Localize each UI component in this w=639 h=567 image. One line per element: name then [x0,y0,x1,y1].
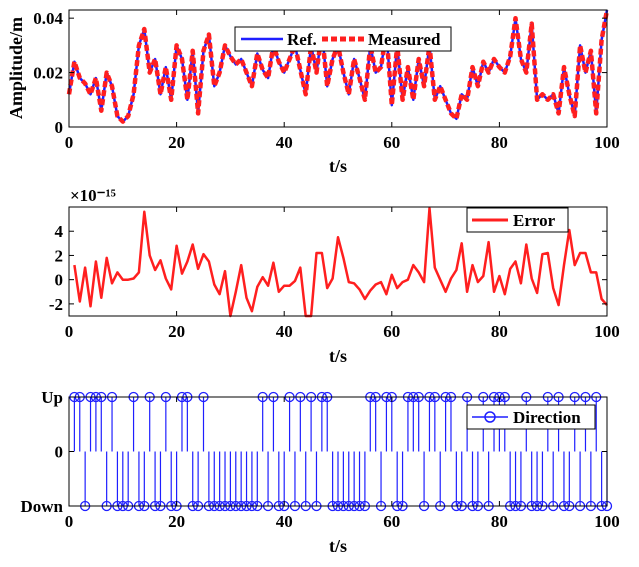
legend-direction-label: Direction [513,408,581,427]
x-tick-label: 60 [383,512,400,531]
y-tick-label: Down [20,497,63,516]
x-tick-label: 20 [168,512,185,531]
x-tick-label: 40 [276,133,293,152]
x-tick-label: 80 [491,512,508,531]
amplitude-chart: 0 20 40 60 80 100 0 0.02 0.04 Amplitude/m t/s Re… [6,9,620,176]
amplitude-ylabel: Amplitude/m [6,17,26,119]
y-tick-label: Up [41,388,63,407]
x-tick-label: 40 [276,322,293,341]
x-tick-label: 100 [594,512,620,531]
x-tick-label: 60 [383,322,400,341]
legend-error-label: Error [513,211,556,230]
error-legend: Error [466,207,569,233]
amplitude-legend: Ref. Measured [234,26,452,52]
direction-xlabel: t/s [329,536,347,556]
x-tick-label: 80 [491,322,508,341]
y-tick-label: 4 [55,222,64,241]
x-tick-label: 100 [594,133,620,152]
y-tick-label: 0 [55,118,64,137]
error-series [73,206,608,318]
y-tick-label: 0 [55,443,64,462]
error-axes-box [68,206,608,317]
x-tick-label: 0 [65,133,74,152]
error-xlabel: t/s [329,346,347,366]
x-tick-label: 20 [168,133,185,152]
x-tick-label: 0 [65,512,74,531]
x-tick-label: 20 [168,322,185,341]
x-tick-label: 80 [491,133,508,152]
y-tick-label: 0.02 [33,64,63,83]
x-tick-label: 60 [383,133,400,152]
y-tick-label: -2 [49,295,63,314]
x-tick-label: 0 [65,322,74,341]
x-tick-label: 40 [276,512,293,531]
amplitude-xlabel: t/s [329,156,347,176]
y-tick-label: 0.04 [33,9,63,28]
direction-legend: Direction [466,404,596,430]
amplitude-axes-box [68,9,608,128]
series-error-line [73,206,608,318]
x-tick-label: 100 [594,322,620,341]
legend-direction-marker [484,411,496,423]
error-exponent: ×10⁻¹⁵ [70,186,116,205]
legend-ref-label: Ref. [287,30,317,49]
amplitude-ticks: 0 20 40 60 80 100 0 0.02 0.04 [33,9,620,152]
y-tick-label: 2 [55,246,64,265]
legend-measured-label: Measured [368,30,441,49]
y-tick-label: 0 [55,271,64,290]
